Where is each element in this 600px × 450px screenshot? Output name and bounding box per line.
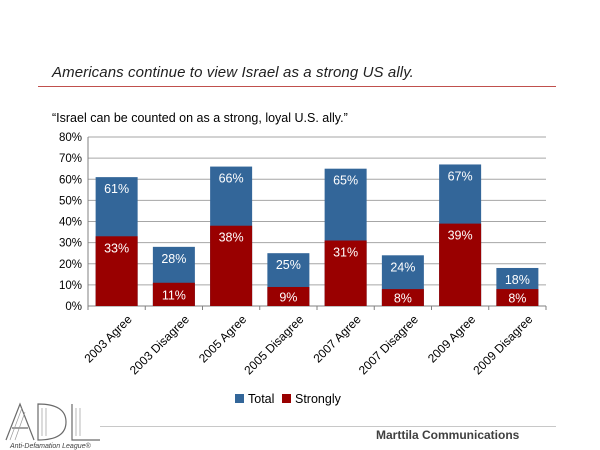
legend-label-strongly: Strongly bbox=[295, 392, 342, 406]
bar-strongly bbox=[267, 286, 310, 306]
slide-title: Americans continue to view Israel as a s… bbox=[52, 64, 414, 81]
data-label-total: 18% bbox=[505, 273, 530, 287]
bar-strongly bbox=[381, 289, 424, 306]
data-label-strongly: 9% bbox=[279, 290, 297, 304]
title-rule bbox=[38, 86, 556, 87]
x-tick-label: 2007 Disagree bbox=[356, 312, 421, 377]
x-tick-label: 2003 Agree bbox=[81, 312, 135, 366]
y-tick-label: 60% bbox=[59, 174, 82, 186]
footer-rule bbox=[100, 426, 556, 427]
legend-label-total: Total bbox=[248, 392, 274, 406]
bar-strongly bbox=[152, 282, 195, 306]
x-tick-label: 2005 Agree bbox=[196, 312, 250, 366]
y-tick-label: 50% bbox=[59, 195, 82, 207]
adl-logo: Anti-Defamation League® bbox=[5, 402, 100, 450]
bar-strongly bbox=[324, 240, 367, 306]
footer-company: Marttila Communications bbox=[376, 428, 520, 442]
legend-swatch-strongly bbox=[282, 394, 291, 403]
data-label-total: 66% bbox=[219, 172, 244, 186]
bar-strongly bbox=[210, 225, 253, 306]
data-label-strongly: 39% bbox=[448, 229, 473, 243]
bar-strongly bbox=[95, 236, 138, 306]
data-label-strongly: 38% bbox=[219, 231, 244, 245]
data-label-strongly: 8% bbox=[508, 292, 526, 306]
x-tick-label: 2005 Disagree bbox=[241, 312, 306, 377]
data-label-strongly: 11% bbox=[162, 288, 186, 302]
y-tick-label: 10% bbox=[59, 280, 82, 292]
x-tick-label: 2007 Agree bbox=[310, 312, 364, 366]
y-tick-label: 20% bbox=[59, 259, 82, 271]
y-tick-label: 0% bbox=[65, 301, 82, 313]
y-tick-label: 40% bbox=[59, 217, 82, 229]
data-label-total: 67% bbox=[448, 169, 473, 183]
y-tick-label: 30% bbox=[59, 238, 82, 250]
data-label-total: 24% bbox=[390, 260, 415, 274]
y-tick-label: 70% bbox=[59, 153, 82, 165]
x-tick-label: 2009 Disagree bbox=[470, 312, 535, 377]
bar-strongly bbox=[439, 223, 482, 306]
x-tick-label: 2009 Agree bbox=[425, 312, 479, 366]
data-label-total: 65% bbox=[333, 174, 358, 188]
x-tick-label: 2003 Disagree bbox=[127, 312, 192, 377]
data-label-total: 28% bbox=[161, 252, 186, 266]
data-label-strongly: 33% bbox=[104, 241, 129, 255]
data-label-strongly: 8% bbox=[394, 292, 412, 306]
legend-swatch-total bbox=[235, 394, 244, 403]
data-label-strongly: 31% bbox=[333, 246, 358, 260]
bar-strongly bbox=[496, 289, 539, 306]
svg-text:Anti-Defamation League®: Anti-Defamation League® bbox=[9, 442, 91, 450]
chart-title: “Israel can be counted on as a strong, l… bbox=[52, 111, 348, 125]
y-tick-label: 80% bbox=[59, 132, 82, 144]
data-label-total: 61% bbox=[104, 182, 129, 196]
data-label-total: 25% bbox=[276, 258, 301, 272]
